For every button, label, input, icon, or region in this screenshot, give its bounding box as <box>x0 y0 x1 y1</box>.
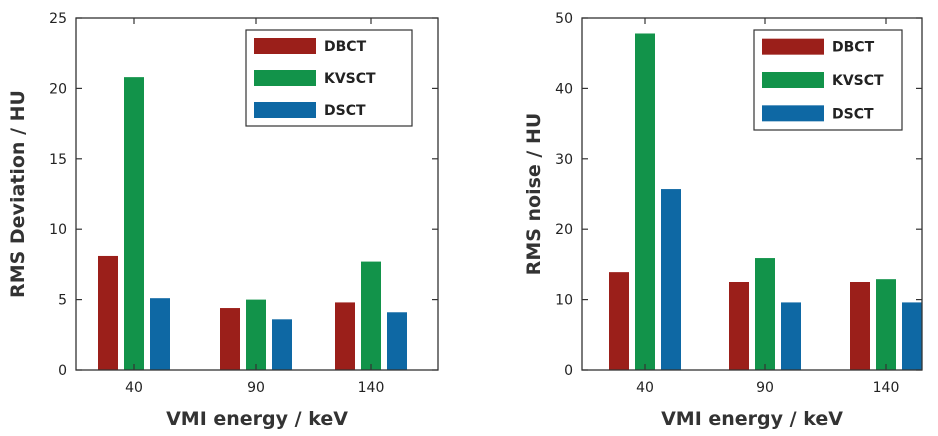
x-tick-label: 40 <box>125 380 143 396</box>
bar-dsct-140 <box>387 312 407 370</box>
y-axis-title: RMS Deviation / HU <box>7 90 29 298</box>
plot-frame <box>75 17 439 371</box>
y-tick-label: 25 <box>49 11 67 27</box>
bar-dbct-40 <box>98 255 118 370</box>
bar-kvsct-140 <box>876 279 896 370</box>
legend-label-kvsct: KVSCT <box>832 73 884 89</box>
y-tick-label: 10 <box>555 293 573 309</box>
legend-label-dbct: DBCT <box>324 39 367 55</box>
x-tick-label: 90 <box>247 380 265 396</box>
bar-kvsct-40 <box>124 77 144 371</box>
bar-dsct-90 <box>272 319 292 370</box>
legend: DBCT KVSCT DSCT <box>753 29 903 131</box>
bar-dbct-40 <box>609 272 629 370</box>
y-tick-label: 40 <box>555 81 573 97</box>
chart-panel-2: 0 10 20 30 40 50 40 90 140 VMI energy / keV RMS no… <box>523 11 923 430</box>
plot-frame <box>581 17 923 371</box>
bar-kvsct-40 <box>635 33 655 370</box>
legend-label-dsct: DSCT <box>324 103 366 119</box>
y-tick-label: 20 <box>555 222 573 238</box>
legend-swatch-dsct <box>762 105 824 122</box>
y-tick-label: 30 <box>555 152 573 168</box>
legend-label-dsct: DSCT <box>832 106 874 122</box>
x-axis-title: VMI energy / keV <box>166 408 348 430</box>
x-tick-label: 90 <box>756 380 774 396</box>
y-axis-title: RMS noise / HU <box>523 113 545 276</box>
bar-kvsct-90 <box>246 299 266 370</box>
legend-swatch-kvsct <box>762 72 824 88</box>
x-tick-label: 40 <box>636 380 654 396</box>
legend-swatch-dbct <box>254 38 316 54</box>
chart-panel-1: 0 5 10 15 20 25 40 90 140 VMI energy / keV RMS Dev… <box>7 11 439 430</box>
bar-kvsct-90 <box>755 258 775 370</box>
y-tick-label: 10 <box>49 222 67 238</box>
bar-dbct-90 <box>220 308 240 370</box>
x-axis-title: VMI energy / keV <box>661 408 843 430</box>
bar-dsct-40 <box>661 189 681 370</box>
bar-dbct-90 <box>729 282 749 370</box>
x-tick-label: 140 <box>358 380 385 396</box>
legend-swatch-dbct <box>762 38 824 55</box>
legend-swatch-kvsct <box>254 70 316 86</box>
y-tick-label: 0 <box>58 363 67 379</box>
y-tick-label: 50 <box>555 11 573 27</box>
y-tick-label: 0 <box>564 363 573 379</box>
bar-dsct-90 <box>781 302 801 370</box>
x-tick-label: 140 <box>873 380 900 396</box>
bar-dbct-140 <box>850 282 870 370</box>
legend-label-kvsct: KVSCT <box>324 71 376 87</box>
bar-dbct-140 <box>335 302 355 370</box>
y-tick-label: 15 <box>49 152 67 168</box>
legend-swatch-dsct <box>254 102 316 118</box>
legend-label-dbct: DBCT <box>832 40 875 56</box>
y-tick-label: 5 <box>58 293 67 309</box>
bar-dsct-40 <box>150 298 170 370</box>
legend: DBCT KVSCT DSCT <box>245 29 413 127</box>
y-tick-label: 20 <box>49 81 67 97</box>
bar-dsct-140 <box>902 302 922 370</box>
bar-kvsct-140 <box>361 261 381 370</box>
